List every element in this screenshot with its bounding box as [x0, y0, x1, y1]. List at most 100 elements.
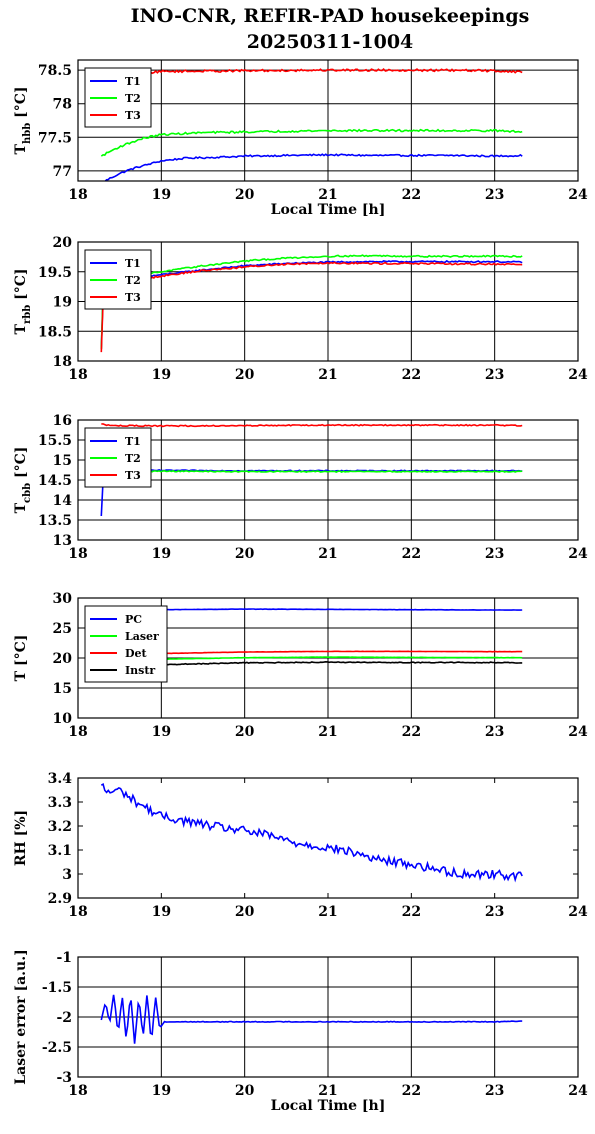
- x-tick-label: 20: [235, 904, 255, 920]
- legend-label-t3: T3: [125, 469, 141, 482]
- legend-label-t3: T3: [125, 291, 141, 304]
- x-tick-label: 19: [152, 724, 171, 740]
- x-tick-label: 18: [68, 904, 87, 920]
- x-tick-label: 20: [235, 546, 255, 562]
- x-tick-label: 18: [68, 367, 87, 383]
- y-tick-label: 19.5: [38, 265, 72, 281]
- y-tick-label: 3.2: [48, 819, 72, 835]
- x-tick-label: 20: [235, 1083, 255, 1099]
- x-tick-label: 19: [152, 1083, 171, 1099]
- series-line-instr: [101, 660, 523, 668]
- series-line: [100, 994, 523, 1044]
- series-line-t2: [100, 128, 523, 157]
- chart-panel-4: 18 19 20 21 22 23 24 10 15 20 25 30 PC Laser Det Instr T…: [13, 591, 588, 740]
- y-tick-label: 3.1: [48, 843, 72, 859]
- x-tick-label: 22: [402, 904, 421, 920]
- series-line-t1: [102, 153, 523, 181]
- y-tick-label: 77: [53, 164, 72, 180]
- x-tick-label: 22: [402, 1083, 421, 1099]
- x-tick-label: 24: [568, 904, 588, 920]
- y-tick-label: 25: [53, 621, 72, 637]
- series-group: [100, 423, 523, 517]
- y-tick-label: -2: [56, 1010, 72, 1026]
- y-tick-label: 20: [53, 235, 73, 251]
- chart-panel-3: 18 19 20 21 22 23 24 13 13.5 14 14.5 15 15.5 16 T1 T2 T3…: [13, 413, 588, 562]
- x-tick-label: 21: [318, 904, 337, 920]
- x-tick-label: 20: [235, 724, 255, 740]
- legend: T1 T2 T3: [84, 67, 152, 128]
- y-axis-label: Laser error [a.u.]: [13, 949, 29, 1084]
- y-tick-label: 15.5: [38, 433, 72, 449]
- y-tick-label: 78.5: [38, 63, 72, 79]
- series-group: [101, 608, 523, 668]
- series-line-t3: [101, 423, 523, 428]
- legend-label-t2: T2: [125, 274, 141, 287]
- legend-label-t1: T1: [125, 435, 141, 448]
- figure-title-line1: INO-CNR, REFIR-PAD housekeepings: [131, 5, 530, 27]
- legend-label-laser: Laser: [125, 630, 159, 643]
- y-tick-label: 19: [53, 295, 72, 311]
- legend-label-det: Det: [125, 647, 148, 660]
- y-tick-label: 18.5: [38, 324, 72, 340]
- x-tick-label: 18: [68, 1083, 87, 1099]
- plot-frame: [77, 419, 579, 541]
- legend-label-t1: T1: [125, 75, 141, 88]
- x-tick-label: 24: [568, 367, 588, 383]
- y-axis-label: Thbb [°C]: [13, 87, 33, 155]
- plot-frame: [77, 241, 579, 362]
- y-tick-label: 18: [53, 354, 72, 370]
- plot-frame: [77, 777, 579, 899]
- y-tick-label: 3.4: [48, 771, 73, 787]
- plot-frame: [77, 597, 579, 719]
- x-tick-label: 19: [152, 546, 171, 562]
- y-axis-label: Tcbb [°C]: [13, 447, 33, 514]
- x-tick-label: 22: [402, 546, 421, 562]
- x-tick-label: 23: [485, 1083, 504, 1099]
- y-tick-label: 30: [53, 591, 73, 607]
- chart-panel-5: 18 19 20 21 22 23 24 2.9 3 3.1 3.2 3.3 3.4 RH [%]: [13, 771, 588, 920]
- figure-title-line2: 20250311-1004: [247, 31, 414, 53]
- x-tick-label: 23: [485, 367, 504, 383]
- series-group: [100, 254, 523, 353]
- x-axis-label: Local Time [h]: [271, 202, 386, 218]
- y-tick-label: 3: [62, 867, 72, 883]
- x-tick-label: 24: [568, 724, 588, 740]
- x-tick-label: 24: [568, 187, 588, 203]
- legend-box: [84, 249, 152, 310]
- legend-label-t2: T2: [125, 92, 141, 105]
- legend-label-t1: T1: [125, 257, 141, 270]
- x-axis-label: Local Time [h]: [271, 1098, 386, 1114]
- plot-frame: [77, 59, 579, 182]
- y-tick-label: 10: [53, 711, 73, 727]
- chart-panel-6: 18 19 20 21 22 23 24 -3 -2.5 -2 -1.5 -1 Local Time […: [13, 949, 588, 1114]
- x-tick-label: 20: [235, 367, 255, 383]
- series-line-t2: [100, 469, 523, 479]
- chart-panel-2: 18 19 20 21 22 23 24 18 18.5 19 19.5 20 T1 T2 T3 Trbb […: [13, 235, 588, 383]
- x-tick-label: 19: [152, 367, 171, 383]
- y-tick-label: 13.5: [38, 513, 72, 529]
- y-tick-label: 14.5: [38, 473, 72, 489]
- y-axis-label: Trbb [°C]: [13, 269, 33, 335]
- legend: T1 T2 T3: [84, 427, 152, 488]
- legend-label-t3: T3: [125, 109, 141, 122]
- series-line-laser: [101, 656, 523, 662]
- x-tick-label: 24: [568, 1083, 588, 1099]
- x-tick-label: 23: [485, 546, 504, 562]
- series-line-det: [101, 650, 523, 656]
- x-tick-label: 21: [318, 367, 337, 383]
- y-axis-label: RH [%]: [13, 810, 29, 866]
- chart-panel-1: 18 19 20 21 22 23 24 77 77.5 78 78.5 T1 T2 T3 Local Ti…: [13, 59, 588, 218]
- y-tick-label: -1: [56, 950, 72, 966]
- x-tick-label: 18: [68, 546, 87, 562]
- series-group: [100, 783, 523, 883]
- x-tick-label: 23: [485, 724, 504, 740]
- x-tick-label: 21: [318, 187, 337, 203]
- x-tick-label: 23: [485, 904, 504, 920]
- x-tick-label: 21: [318, 546, 337, 562]
- series-line-t3: [100, 68, 523, 85]
- x-tick-label: 23: [485, 187, 504, 203]
- plot-frame: [77, 956, 579, 1078]
- y-tick-label: -1.5: [42, 980, 72, 996]
- x-tick-label: 20: [235, 187, 255, 203]
